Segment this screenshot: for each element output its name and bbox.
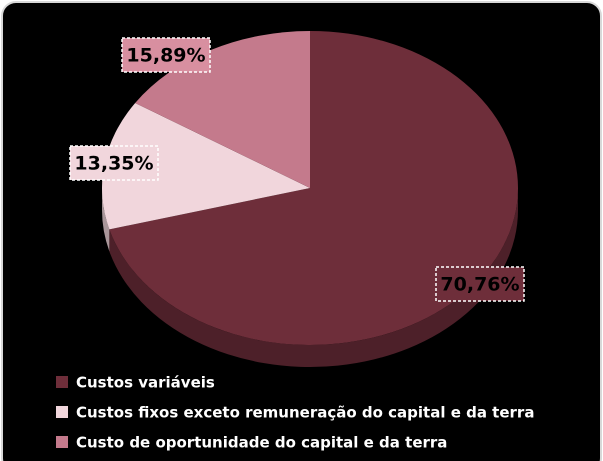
slice: [109, 31, 518, 345]
data-label: 15,89%: [126, 45, 205, 67]
legend-label: Custos variáveis: [76, 374, 215, 392]
plot: 70,76% 13,35% 15,89% Custos variáveis Custos…: [56, 31, 534, 452]
legend-label: Custo de oportunidade do capital e da te…: [76, 434, 447, 452]
legend-swatch: [56, 436, 68, 448]
legend-swatch: [56, 406, 68, 418]
data-label: 70,76%: [440, 274, 519, 296]
data-label-box: [435, 266, 525, 302]
data-label: 13,35%: [74, 153, 153, 175]
legend-swatch: [56, 376, 68, 388]
data-label-box: [121, 37, 211, 73]
slice-side: [102, 188, 110, 252]
slice: [101, 102, 310, 230]
legend-label: Custos fixos exceto remuneração do capit…: [76, 404, 534, 422]
data-label-box: [69, 145, 159, 181]
